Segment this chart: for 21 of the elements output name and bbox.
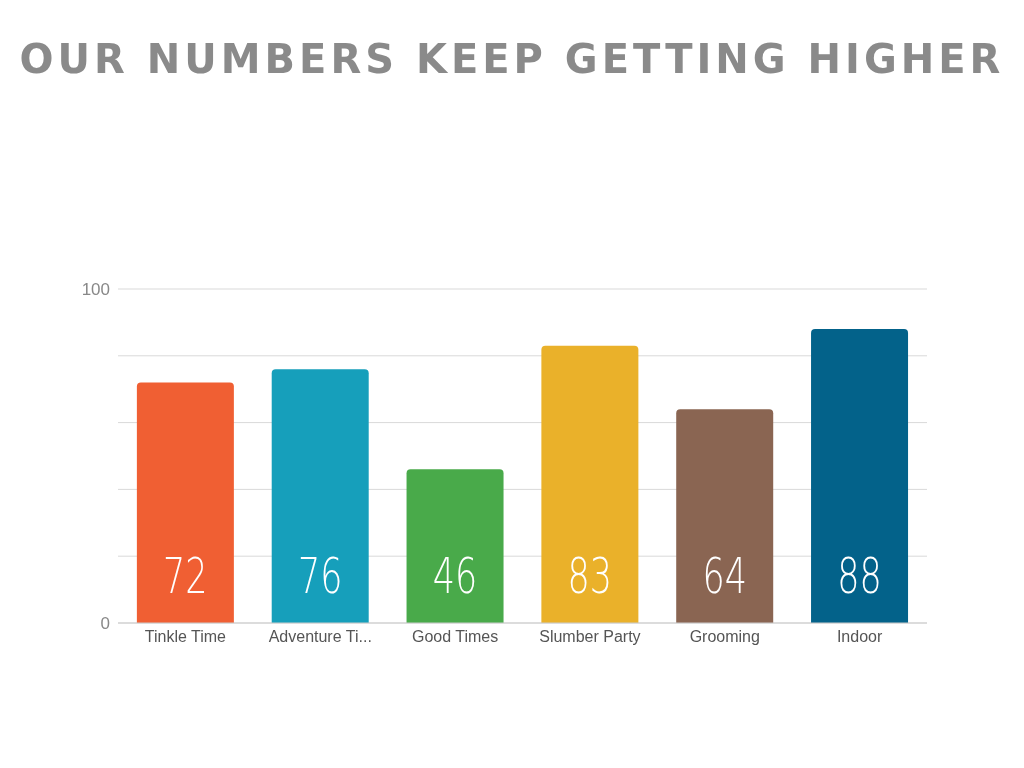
x-tick-label: Slumber Party [539, 628, 641, 646]
bar [271, 369, 369, 623]
bar [136, 382, 234, 623]
bar [406, 469, 504, 623]
x-tick-label: Indoor [836, 628, 883, 646]
data-label: 76 [297, 546, 343, 605]
data-label: 64 [702, 546, 747, 605]
bar [541, 345, 639, 623]
data-label: 83 [567, 546, 613, 605]
y-tick-label: 100 [81, 280, 110, 300]
bar [676, 409, 774, 623]
bar [811, 329, 909, 623]
x-tick-label: Tinkle Time [144, 628, 227, 646]
x-tick-label: Grooming [689, 628, 760, 646]
x-tick-label: Adventure Ti... [268, 628, 372, 646]
chart-title: OUR NUMBERS KEEP GETTING HIGHER [18, 35, 1006, 84]
x-tick-label: Good Times [411, 628, 499, 646]
data-label: 46 [432, 546, 478, 605]
data-label: 88 [837, 546, 882, 605]
y-tick-label: 0 [100, 614, 110, 634]
data-label: 72 [163, 546, 208, 605]
